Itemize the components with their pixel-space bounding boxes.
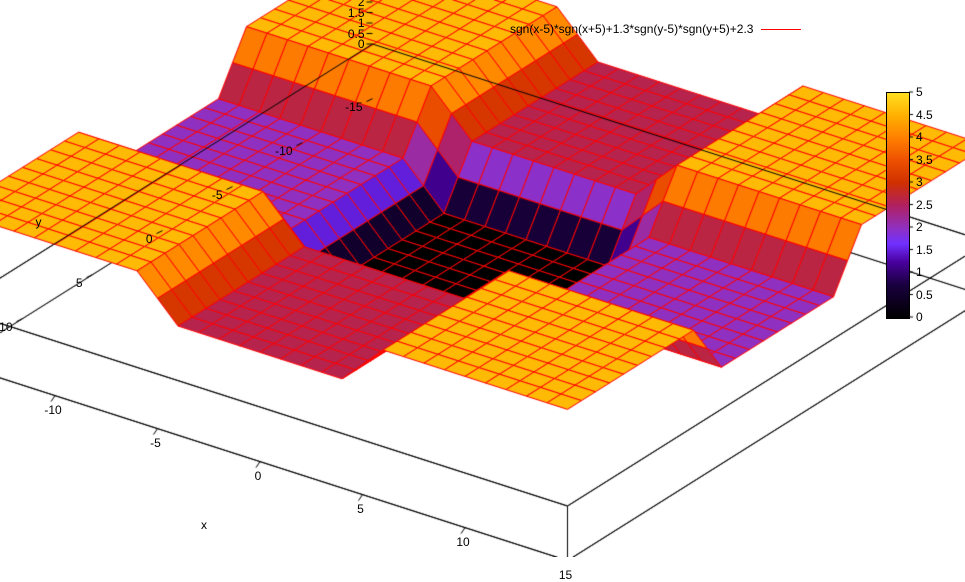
colorbar-tick: 1.5 [916,243,933,257]
legend-swatch [761,29,801,30]
legend-label: sgn(x-5)*sgn(x+5)+1.3*sgn(y-5)*sgn(y+5)+… [510,22,753,36]
colorbar-tick: 2 [916,220,923,234]
colorbar-tick: 1 [916,265,923,279]
y-axis-label: y [36,215,42,229]
tick-label: 10 [0,320,13,334]
colorbar-tick: 0.5 [916,288,933,302]
colorbar-tick: 4 [916,130,923,144]
x-axis-label: x [201,518,207,532]
colorbar [886,92,910,319]
tick-label: 15 [559,568,572,582]
tick-label: -5 [212,188,223,202]
tick-label: -10 [44,403,61,417]
colorbar-tick: 0 [916,310,923,324]
colorbar-tick: 3 [916,175,923,189]
tick-label: -10 [275,144,292,158]
colorbar-tick: 3.5 [916,153,933,167]
tick-label: 2 [358,0,365,9]
legend: sgn(x-5)*sgn(x+5)+1.3*sgn(y-5)*sgn(y+5)+… [510,22,801,36]
colorbar-tick: 4.5 [916,108,933,122]
tick-label: -5 [150,436,161,450]
colorbar-tick: 2.5 [916,198,933,212]
tick-label: 10 [456,535,469,549]
plot-area [0,0,965,557]
tick-label: 5 [357,502,364,516]
colorbar-tick: 5 [916,85,923,99]
tick-label: -15 [345,100,362,114]
tick-label: 5 [76,276,83,290]
tick-label: 0 [146,232,153,246]
tick-label: 0 [255,469,262,483]
